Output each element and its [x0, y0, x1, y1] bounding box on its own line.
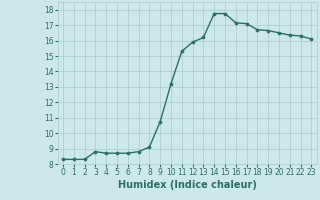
X-axis label: Humidex (Indice chaleur): Humidex (Indice chaleur) [118, 180, 257, 190]
